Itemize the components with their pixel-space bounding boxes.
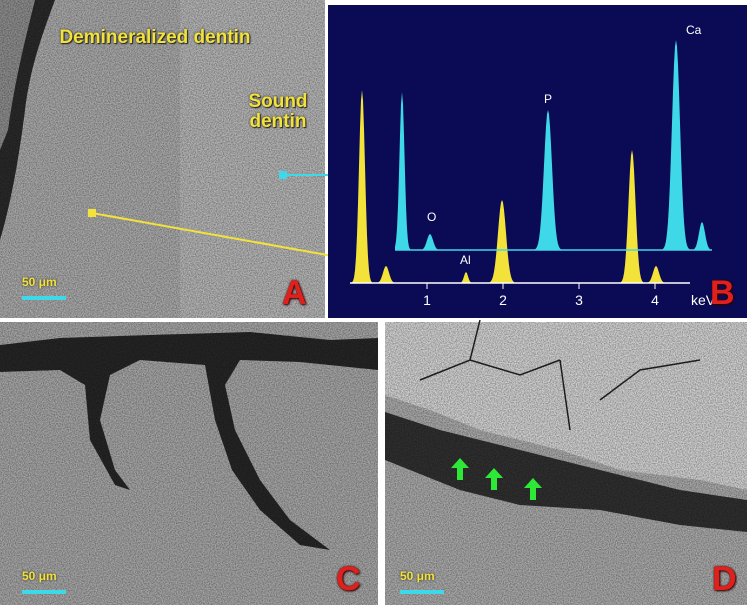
panel-label: A	[282, 276, 307, 312]
figure-page: Demineralized dentin Sound dentin 50 μm …	[0, 0, 747, 605]
panel-label: C	[336, 562, 361, 598]
element-label: Ca	[686, 24, 701, 37]
figure	[0, 0, 747, 605]
tick-label: 1	[423, 293, 431, 308]
panel-label: B	[710, 276, 735, 312]
element-label: P	[544, 93, 552, 106]
tick-label: 3	[575, 293, 583, 308]
annotation: Demineralized dentin	[55, 28, 255, 48]
tick-label: 4	[651, 293, 659, 308]
annotation: Sound dentin	[228, 92, 328, 132]
scale-bar-label: 50 μm	[22, 570, 57, 583]
panel-c	[0, 322, 378, 605]
panel-b	[328, 5, 747, 318]
panel-d	[385, 320, 747, 605]
scale-bar-label: 50 μm	[22, 276, 57, 289]
tick-label: 2	[499, 293, 507, 308]
element-label: O	[427, 211, 436, 224]
element-label: Al	[460, 254, 471, 267]
panel-label: D	[712, 562, 737, 598]
scale-bar-label: 50 μm	[400, 570, 435, 583]
